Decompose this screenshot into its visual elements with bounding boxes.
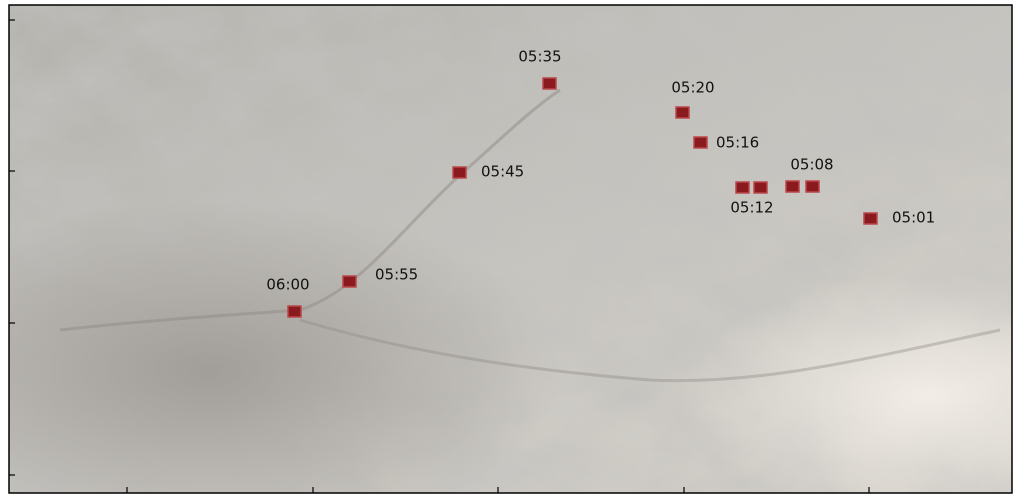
marker (786, 181, 799, 192)
marker (288, 306, 301, 317)
marker (676, 107, 689, 118)
terrain (9, 5, 1012, 493)
time-label: 05:45 (481, 163, 524, 181)
marker (864, 213, 877, 224)
time-label: 05:08 (790, 156, 833, 174)
marker (453, 167, 466, 178)
page: 05:35 05:20 05:16 05:08 05:12 05:01 05:4… (0, 0, 1013, 496)
time-label: 05:20 (671, 79, 714, 97)
marker (754, 182, 767, 193)
map: 05:35 05:20 05:16 05:08 05:12 05:01 05:4… (0, 0, 1013, 496)
marker (343, 276, 356, 287)
marker (543, 78, 556, 89)
marker (736, 182, 749, 193)
time-label: 05:35 (518, 48, 561, 66)
time-label: 05:12 (730, 199, 773, 217)
time-label: 05:16 (716, 134, 759, 152)
marker (806, 181, 819, 192)
time-label: 06:00 (266, 276, 309, 294)
time-label: 05:55 (375, 266, 418, 284)
marker (694, 137, 707, 148)
time-label: 05:01 (892, 209, 935, 227)
